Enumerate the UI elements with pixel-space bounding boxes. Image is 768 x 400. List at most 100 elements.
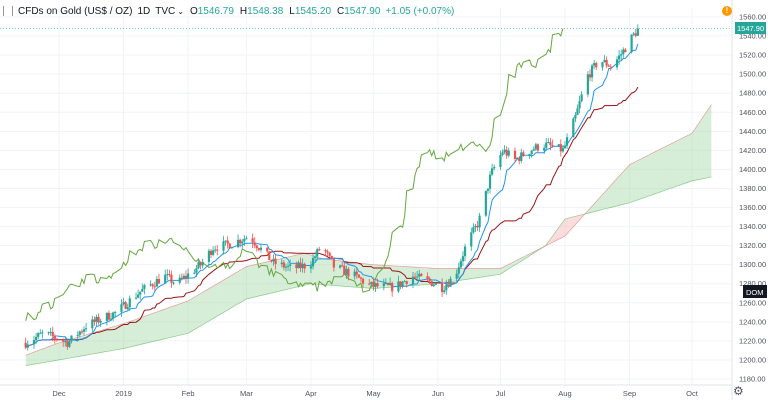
interval-label[interactable]: 1D	[137, 5, 151, 17]
candle-body	[172, 282, 175, 284]
candle-body	[590, 65, 594, 78]
cloud-segment	[34, 351, 36, 365]
cloud-segment	[497, 268, 501, 275]
price-axis[interactable]: 1560.00 1540.00 1520.00 1500.00 1480.00 1460.…	[739, 13, 766, 384]
time-axis[interactable]: Dec 2019 Feb Mar Apr May Jun Jul Aug Sep Oct	[52, 389, 698, 398]
cloud-segment	[329, 259, 333, 286]
candle-body	[384, 283, 388, 285]
candle-body	[586, 74, 589, 95]
y-tick-label: 1500.00	[739, 70, 766, 79]
x-tick-label: Mar	[240, 389, 253, 398]
candle-body	[178, 277, 181, 283]
candle-body	[368, 283, 371, 285]
cloud-segment	[256, 263, 260, 297]
candle-body	[199, 262, 202, 266]
cloud-segment	[35, 350, 38, 364]
y-tick-label: 1440.00	[739, 127, 766, 136]
candle-body	[26, 344, 29, 348]
candle-body	[430, 281, 433, 287]
cloud-segment	[339, 260, 343, 287]
candle-body	[241, 241, 244, 244]
low-value: 1545.20	[294, 5, 332, 17]
low-label: L	[289, 5, 295, 17]
cloud-segment	[335, 260, 340, 286]
candle-body	[609, 66, 612, 68]
candle-body	[416, 276, 419, 278]
candle-body	[428, 278, 431, 282]
cloud-segment	[78, 336, 82, 357]
cloud-segment	[249, 265, 253, 299]
cloud-segment	[205, 288, 209, 323]
cloud-segment	[441, 268, 445, 284]
candle-body	[214, 249, 217, 251]
candle-body	[520, 152, 523, 161]
cloud-segment	[214, 283, 218, 318]
indicator-toggle-icon[interactable]	[3, 6, 13, 16]
candle-body	[122, 302, 125, 305]
cloud-segment	[698, 118, 702, 180]
cloud-segment	[320, 258, 324, 285]
cloud-segment	[225, 276, 229, 311]
cloud-segment	[155, 311, 160, 341]
candle-body	[588, 74, 592, 78]
cloud-segment	[29, 353, 31, 366]
candle-body	[47, 332, 50, 334]
candle-body	[420, 273, 423, 277]
cloud-segment	[275, 259, 279, 293]
symbol-name[interactable]: CFDs on Gold (US$ / OZ)	[18, 5, 133, 17]
y-tick-label: 1340.00	[739, 222, 766, 231]
candle-body	[137, 294, 140, 298]
cloud-segment	[81, 335, 85, 356]
y-tick-label: 1400.00	[739, 165, 766, 174]
candle-body	[432, 284, 435, 287]
x-tick-label: Feb	[182, 389, 195, 398]
candle-body	[345, 268, 348, 275]
candle-body	[372, 281, 375, 287]
ichimoku-cloud	[25, 104, 712, 367]
candle-body	[66, 341, 69, 347]
high-value: 1548.38	[247, 5, 284, 17]
candle-body	[563, 145, 567, 149]
candle-body	[245, 238, 248, 240]
candle-body	[618, 55, 621, 60]
cloud-segment	[44, 347, 46, 363]
candle-body	[105, 312, 108, 321]
cloud-segment	[139, 316, 143, 345]
cloud-segment	[91, 332, 95, 355]
candle-body	[463, 246, 467, 257]
gear-icon[interactable]: ⚙	[733, 384, 744, 398]
cloud-segment	[667, 144, 671, 190]
candle-body	[411, 276, 415, 284]
candle-body	[353, 271, 356, 277]
cloud-segment	[30, 352, 33, 365]
last-price-tag-bg	[735, 22, 766, 34]
cloud-segment	[577, 214, 582, 222]
cloud-segment	[651, 152, 655, 196]
cloud-segment	[673, 141, 677, 188]
candle-body	[180, 277, 183, 279]
candle-body	[120, 304, 123, 312]
candle-body	[255, 245, 258, 249]
cloud-segment	[184, 300, 189, 335]
change-value: +1.05 (+0.07%)	[385, 5, 455, 17]
candle-body	[68, 341, 71, 347]
cloud-segment	[558, 223, 562, 240]
candle-body	[499, 154, 502, 168]
dom-tag[interactable]: DOM	[746, 288, 764, 297]
cloud-segment	[421, 267, 426, 285]
alert-icon[interactable]: !	[722, 6, 732, 16]
candle-body	[434, 283, 437, 285]
source-label[interactable]: TVC	[155, 5, 176, 17]
y-tick-label: 1260.00	[739, 298, 766, 307]
candlestick-series	[24, 24, 639, 351]
candle-body	[528, 154, 531, 157]
candle-body	[426, 276, 429, 279]
chevron-down-icon[interactable]: ⌄	[177, 6, 184, 16]
candle-body	[607, 65, 610, 67]
cloud-segment	[42, 348, 45, 363]
dom-tag-bg[interactable]	[743, 285, 767, 298]
cloud-segment	[574, 215, 578, 226]
candle-body	[634, 33, 637, 36]
candle-body	[226, 240, 229, 244]
